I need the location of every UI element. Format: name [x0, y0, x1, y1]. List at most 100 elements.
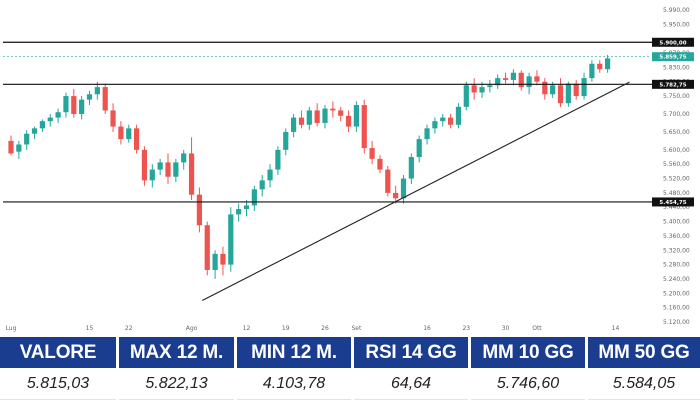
candle [291, 114, 297, 138]
candle-body [196, 194, 202, 226]
candle [181, 149, 187, 170]
candle [542, 78, 548, 100]
candle [495, 74, 501, 89]
x-tick-label: 23 [462, 325, 470, 332]
candle [283, 128, 289, 156]
candle-body [518, 72, 524, 88]
candlestick-chart: 5.990,005.950,005.900,005.870,005.830,00… [3, 7, 694, 332]
candle [597, 60, 603, 73]
x-tick-label: Ago [186, 325, 198, 332]
candle-body [212, 253, 218, 270]
support-trendline [201, 81, 630, 301]
x-tick-label: Ott [532, 325, 542, 332]
y-tick-label: 5.120,00 [663, 319, 690, 326]
y-tick-label: 5.240,00 [663, 276, 690, 283]
candle [589, 60, 595, 82]
candle-body [565, 83, 571, 104]
price-label: 5.454,75 [659, 200, 686, 206]
candle [605, 54, 611, 73]
candle-body [605, 58, 611, 70]
x-tick-label: 16 [423, 325, 431, 332]
candle [157, 158, 163, 175]
candle-body [16, 144, 22, 152]
candle-body [589, 63, 595, 79]
candle-body [228, 214, 234, 265]
candle [165, 153, 171, 184]
candle-body [298, 117, 305, 125]
candle-body [526, 76, 532, 88]
candle-body [550, 85, 556, 95]
candle-body [573, 83, 579, 97]
candle-body [181, 153, 187, 163]
stat-value-valore: 5.815,03 [0, 368, 116, 400]
x-tick-label: 22 [125, 325, 133, 332]
candle [31, 126, 38, 140]
candle-body [306, 110, 312, 125]
stat-header-max-12m: MAX 12 M. [118, 337, 234, 368]
y-tick-label: 5.950,00 [663, 21, 690, 28]
candle-body [440, 117, 446, 122]
stat-value-mm-10gg: 5.746,60 [470, 368, 585, 400]
candle-body [71, 96, 77, 114]
candle-body [188, 153, 195, 195]
candle-body [291, 117, 297, 132]
price-lines: 5.900,00 5.859,75 5.782,75 5.454,75 [3, 37, 694, 207]
candle [24, 130, 30, 150]
candle-body [39, 121, 45, 129]
candle-body [243, 205, 250, 210]
candle [385, 166, 391, 197]
candle-body [510, 72, 516, 80]
stat-value-min-12m: 4.103,78 [236, 368, 351, 400]
candle [86, 90, 93, 106]
candle [408, 153, 414, 184]
candle [518, 70, 524, 91]
candle [377, 155, 383, 174]
candle-body [141, 149, 148, 181]
candle [369, 140, 375, 165]
candle [118, 121, 124, 145]
candle [63, 92, 69, 118]
candle-body [47, 117, 53, 122]
candle-body [157, 162, 163, 170]
candle-body [345, 115, 352, 127]
candle [47, 114, 53, 127]
candle [416, 135, 422, 163]
candle [306, 106, 312, 131]
candle-body [330, 108, 336, 111]
candle [526, 72, 532, 95]
candle-body [557, 85, 564, 104]
candle [110, 103, 116, 132]
candle-body [31, 128, 38, 134]
stats-header-row: VALORE MAX 12 M. MIN 12 M. RSI 14 GG MM … [0, 337, 700, 368]
candle [71, 88, 77, 118]
candle [173, 158, 179, 183]
candle [330, 101, 336, 118]
stats-value-row: 5.815,03 5.822,13 4.103,78 64,64 5.746,6… [0, 368, 700, 400]
candle-body [94, 87, 100, 95]
candle-body [24, 133, 30, 145]
candle-body [338, 110, 344, 116]
x-tick-label: 12 [243, 325, 251, 332]
candle-body [487, 85, 493, 88]
candle-body [173, 162, 179, 177]
candle [393, 185, 399, 204]
candle-body [275, 149, 281, 170]
candle [314, 103, 320, 127]
candle-body [463, 85, 469, 107]
candle-body [408, 157, 414, 179]
candle [424, 124, 430, 145]
y-tick-label: 5.280,00 [663, 262, 690, 269]
candle-body [102, 87, 108, 111]
candle-body [471, 85, 477, 93]
candle-body [597, 63, 603, 70]
candle-body [502, 78, 509, 80]
x-tick-label: 14 [612, 325, 620, 332]
candle-body [79, 99, 85, 114]
stat-header-rsi-14gg: RSI 14 GG [353, 337, 468, 368]
candle [455, 103, 462, 129]
y-tick-label: 5.990,00 [663, 7, 690, 14]
x-tick-label: Lug [6, 325, 17, 332]
candle-body [55, 112, 61, 118]
candle [251, 185, 257, 211]
price-label: 5.900,00 [659, 40, 686, 46]
